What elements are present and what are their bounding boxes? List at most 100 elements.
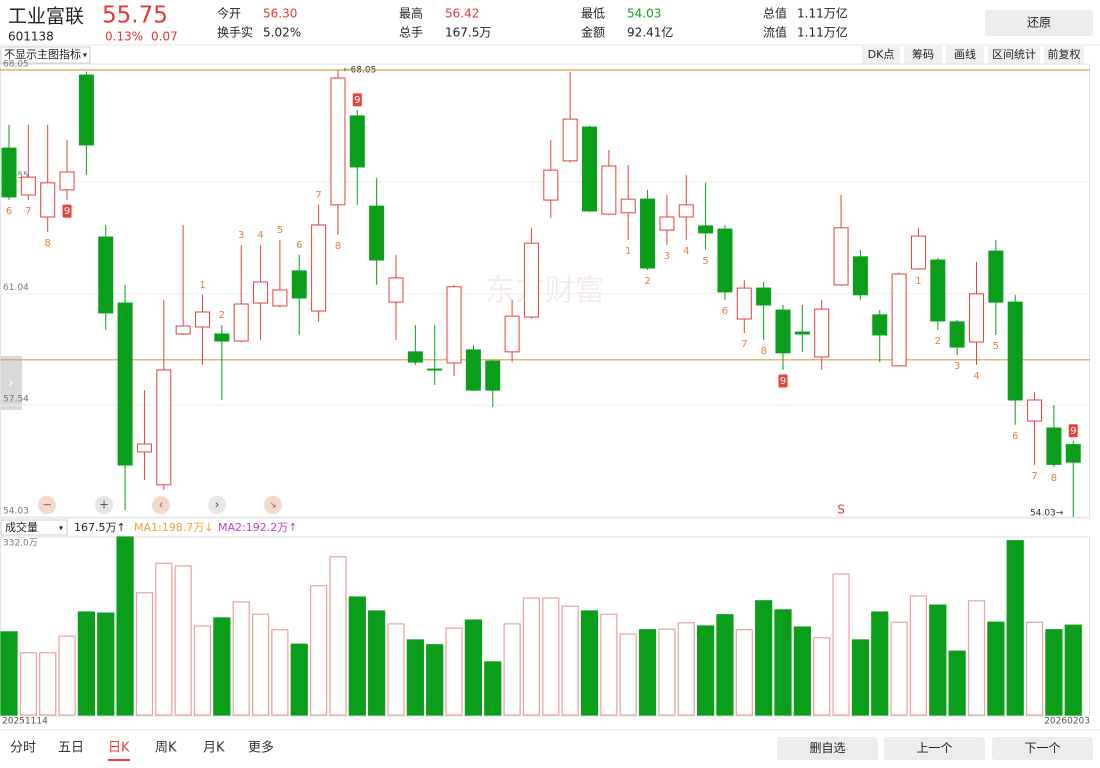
x-tick-label: 20251114 [2, 717, 48, 727]
volume-bar [290, 643, 308, 716]
volume-bar [155, 562, 173, 716]
bottom-button[interactable] [884, 737, 985, 760]
move-right[interactable] [208, 496, 226, 514]
candle-body [98, 236, 114, 314]
volume-ma1: MA1:198.7万↓ [134, 521, 213, 534]
reset-view[interactable] [264, 496, 282, 514]
toolbar-button-label[interactable]: DK点 [868, 48, 895, 61]
indicator-select-label[interactable]: 不显示主图指标 [4, 47, 81, 61]
volume-bar [755, 600, 773, 716]
candle-body [640, 198, 656, 269]
volume-bar [871, 611, 889, 716]
candle-body [504, 315, 520, 353]
td-count: 1 [199, 280, 205, 291]
move-left-icon[interactable]: ‹ [159, 498, 164, 512]
stat-label: 换手实 [217, 25, 253, 40]
restore-button[interactable] [985, 10, 1093, 36]
toolbar-button-label[interactable]: 筹码 [912, 47, 934, 61]
side-expand[interactable] [0, 356, 22, 410]
volume-bar [890, 621, 908, 716]
candle-body [446, 286, 462, 364]
candle-body [272, 289, 288, 307]
candle-body [891, 273, 907, 367]
toolbar-button[interactable] [1044, 46, 1084, 64]
candle-body [930, 259, 946, 322]
stat-label: 流值 [763, 25, 787, 40]
move-left[interactable] [152, 496, 170, 514]
bottom-tab[interactable]: 五日 [58, 741, 84, 756]
td-count: 1 [915, 276, 921, 287]
bottom-button-label[interactable]: 下一个 [1024, 741, 1060, 755]
volume-bar [271, 629, 289, 716]
restore-label[interactable]: 还原 [1027, 16, 1051, 30]
bottom-button[interactable] [992, 737, 1093, 760]
change-pct: 0.13% [105, 30, 143, 44]
indicator-select[interactable] [0, 46, 91, 64]
zoom-controls: − + ‹ › ↘ [38, 496, 282, 514]
stat-value: 1.11万亿 [797, 25, 848, 40]
bottom-tab[interactable]: 周K [155, 741, 177, 756]
move-right-icon[interactable]: › [215, 498, 220, 512]
zoom-in[interactable] [95, 496, 113, 514]
zoom-out[interactable] [38, 496, 56, 514]
y-tick-label: 61.04 [3, 283, 29, 293]
volume-bar [909, 595, 928, 716]
bottom-tab[interactable]: 分时 [10, 741, 36, 756]
candle-body [852, 256, 868, 296]
zoom-out-icon[interactable]: − [42, 498, 52, 512]
signal-marker: S [837, 503, 845, 517]
candle-body [910, 235, 926, 270]
bottom-button[interactable] [777, 737, 878, 760]
volume-panel-frame [0, 536, 1090, 717]
candle-body [485, 360, 501, 391]
toolbar-button-label[interactable]: 前复权 [1048, 47, 1081, 61]
reset-view-icon[interactable]: ↘ [269, 501, 277, 511]
stat-value: 56.42 [445, 7, 479, 21]
stock-name: 工业富联 [8, 6, 84, 28]
bottom-tab[interactable]: 月K [203, 741, 225, 756]
toolbar-button[interactable] [904, 46, 942, 64]
volume-bar [135, 592, 154, 716]
toolbar-button[interactable] [862, 46, 900, 64]
candle-body [833, 227, 849, 286]
volume-current: 167.5万↑ [74, 521, 126, 534]
td-count: 9 [1070, 426, 1076, 437]
volume-bar [116, 536, 134, 716]
candle-body [988, 250, 1004, 303]
bottom-button-label[interactable]: 上一个 [916, 741, 952, 755]
volume-bar [348, 596, 366, 716]
volume-indicator-select[interactable] [0, 519, 68, 536]
bottom-tab[interactable]: 更多 [248, 740, 274, 756]
candle-body [562, 118, 578, 162]
stat-value: 92.41亿 [627, 25, 673, 40]
candle-body [620, 198, 636, 214]
td-count: 5 [277, 225, 283, 236]
td-count: 7 [315, 190, 321, 201]
price-panel-frame [0, 63, 1090, 519]
volume-bar [232, 601, 250, 716]
stat-label: 今开 [217, 6, 241, 21]
volume-bar [677, 622, 695, 716]
toolbar-button-label[interactable]: 区间统计 [992, 48, 1036, 61]
volume-bar [735, 629, 753, 716]
td-count: 8 [45, 238, 51, 249]
bottom-tab[interactable]: 日K [108, 741, 130, 756]
candle-body [233, 303, 249, 342]
volume-bar [445, 627, 463, 716]
td-count: 9 [64, 206, 70, 217]
watermark: 东方财富 [485, 274, 605, 309]
bottom-button-label[interactable]: 删自选 [809, 741, 845, 755]
stock-price: 55.75 [102, 3, 168, 29]
volume-bar [580, 610, 599, 716]
volume-bar [426, 644, 444, 716]
zoom-in-icon[interactable]: + [99, 498, 109, 512]
side-expand-icon[interactable]: › [8, 375, 14, 391]
volume-bar [716, 614, 734, 716]
stat-label: 最高 [399, 6, 423, 21]
toolbar-button[interactable] [946, 46, 984, 64]
toolbar-button[interactable] [988, 46, 1040, 64]
volume-bar [561, 605, 579, 716]
toolbar-button-label[interactable]: 画线 [954, 47, 976, 61]
volume-indicator[interactable]: 成交量 [5, 520, 38, 534]
candle-body [736, 287, 752, 320]
